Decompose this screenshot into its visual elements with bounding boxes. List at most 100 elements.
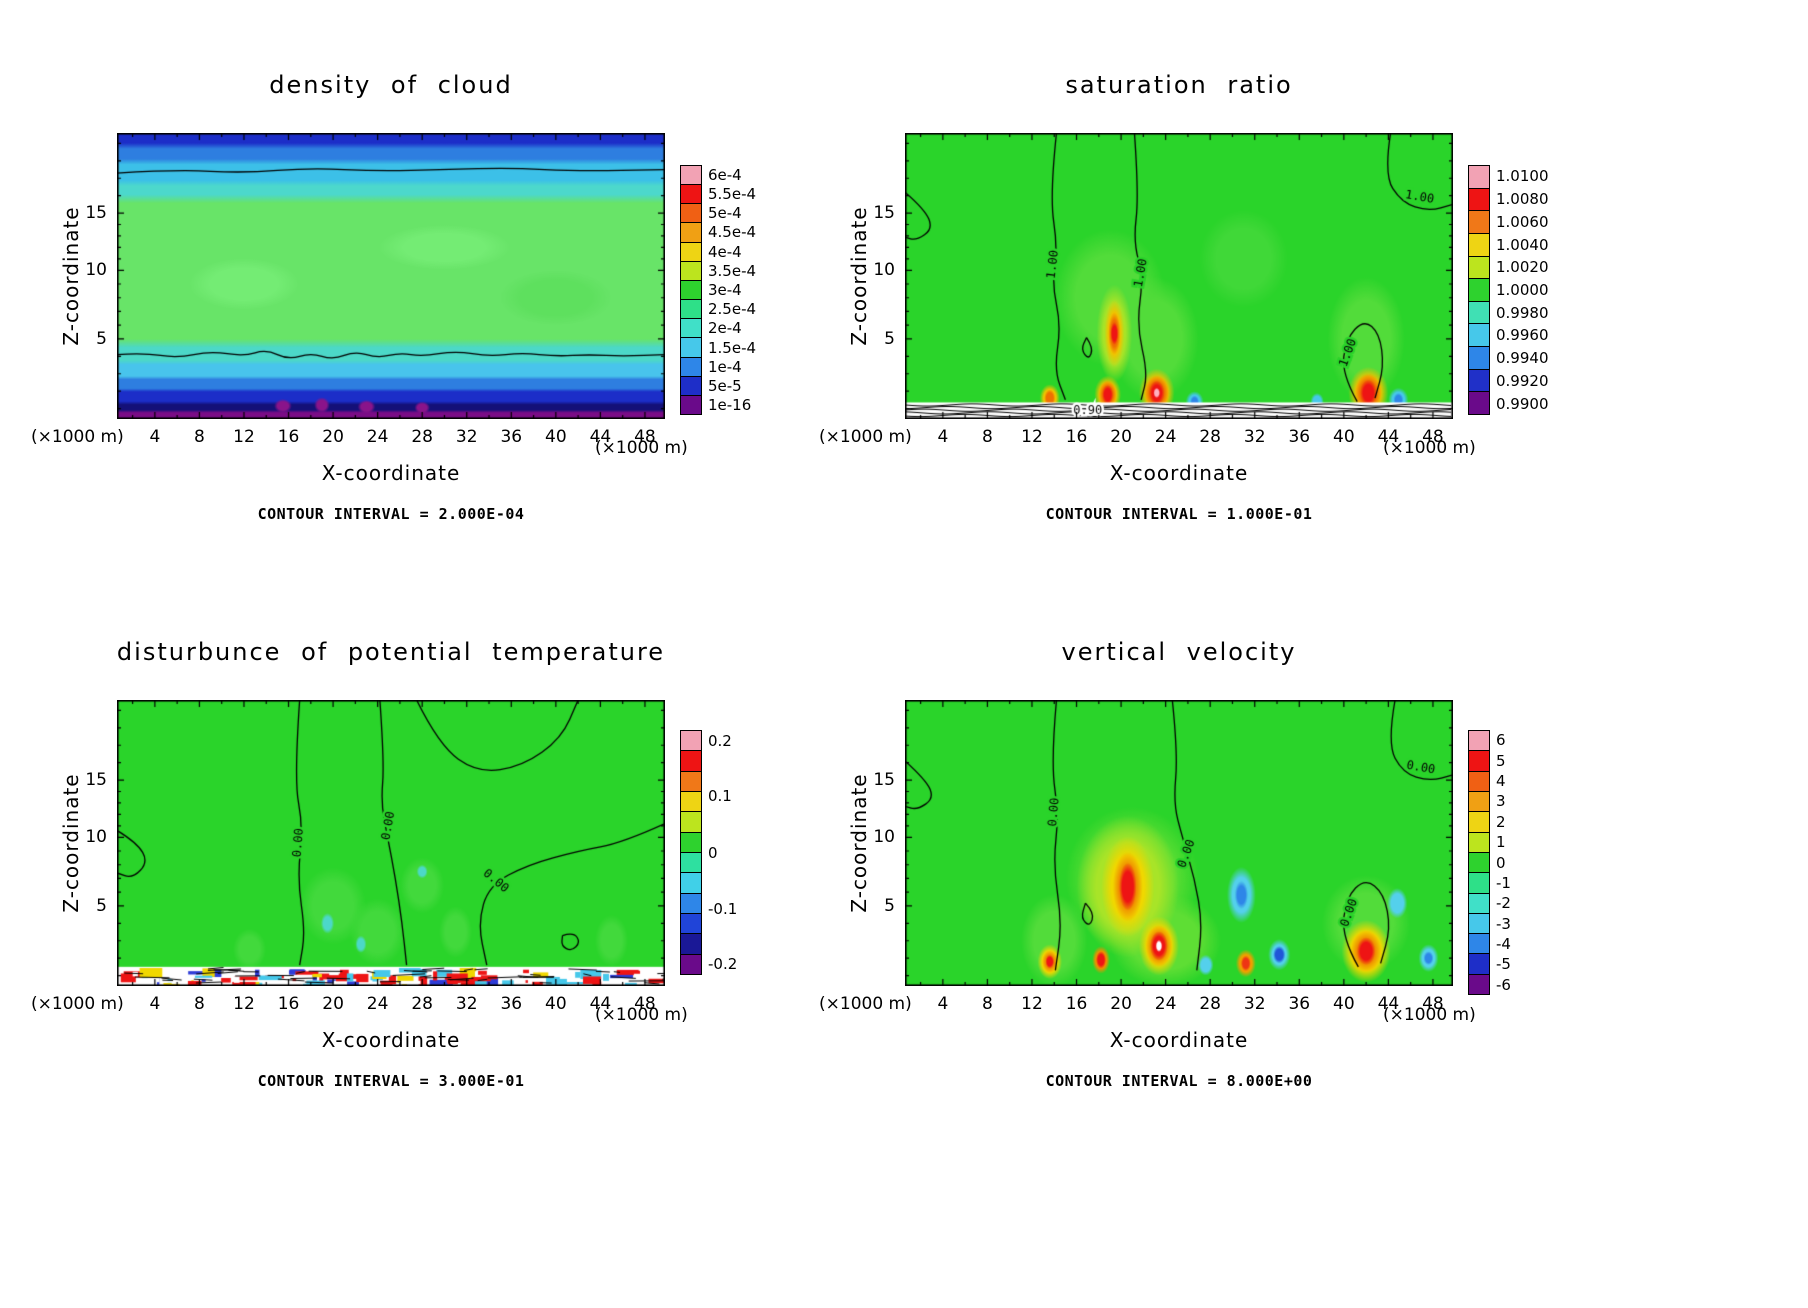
colorbar-block [1469, 791, 1489, 813]
x-axis-label: X-coordinate [1109, 461, 1249, 485]
x-tick-label: 28 [1199, 994, 1221, 1014]
colorbar-block [681, 934, 701, 955]
x-tick-label: 32 [455, 994, 478, 1014]
colorbar: 6 5 4 3 2 1 0 -1 -2 -3 -4 -5 -6 [1468, 730, 1511, 995]
plot-title: density of cloud [269, 71, 513, 99]
x-tick-label: 48 [1422, 427, 1444, 447]
colorbar: 6e-4 5.5e-4 5e-4 4.5e-4 4e-4 3.5e-4 3e-4 2.5e-4… [680, 165, 756, 415]
colorbar-block [1469, 301, 1489, 325]
y-axis-unit-label: (×1000 m) [31, 994, 124, 1014]
z-tick-label: 5 [884, 328, 895, 349]
colorbar-label: 0.9940 [1496, 349, 1549, 368]
x-tick-label: 24 [366, 427, 389, 447]
colorbar-label: 5 [1496, 751, 1506, 770]
z-tick-label: 15 [873, 203, 895, 224]
contour-interval-label: CONTOUR INTERVAL = 8.000E+00 [1045, 1072, 1313, 1090]
colorbar-block [1469, 873, 1489, 894]
colorbar-label: 1.5e-4 [708, 338, 757, 357]
colorbar-block [681, 300, 701, 320]
x-axis-unit-label: (×1000 m) [595, 438, 688, 458]
colorbar-block [1469, 852, 1489, 874]
colorbar-label: -5 [1496, 955, 1511, 974]
colorbar-label: -3 [1496, 914, 1511, 933]
colorbar-blocks [1468, 165, 1490, 415]
colorbar-block [1469, 369, 1489, 393]
plot-title: disturbunce of potential temperature [116, 638, 666, 666]
colorbar-block [1469, 974, 1489, 995]
colorbar-label: -0.1 [708, 899, 738, 918]
x-tick-label: 40 [545, 994, 567, 1014]
colorbar-block [1469, 751, 1489, 772]
colorbar-block [1469, 256, 1489, 280]
colorbar-block [681, 852, 701, 874]
contour-interval-label: CONTOUR INTERVAL = 3.000E-01 [257, 1072, 525, 1090]
z-tick-label: 10 [873, 827, 895, 848]
colorbar-block [1469, 166, 1489, 189]
colorbar-label: 3 [1496, 792, 1506, 811]
x-tick-label: 4 [937, 994, 949, 1014]
colorbar-label: 5e-5 [708, 377, 742, 396]
colorbar-block [681, 242, 701, 262]
colorbar-block [681, 913, 701, 935]
x-tick-label: 8 [982, 427, 993, 447]
colorbar-block [681, 832, 701, 853]
x-axis-label: X-coordinate [321, 461, 461, 485]
colorbar-block [1469, 731, 1489, 752]
colorbar-label: 4 [1496, 771, 1506, 790]
x-tick-label: 48 [634, 427, 656, 447]
x-tick-label: 24 [1154, 427, 1177, 447]
colorbar-block [1469, 812, 1489, 833]
x-tick-label: 48 [634, 994, 656, 1014]
colorbar-block [681, 376, 701, 396]
x-tick-label: 48 [1422, 994, 1444, 1014]
x-axis-label: X-coordinate [321, 1028, 461, 1052]
x-tick-label: 28 [1199, 427, 1221, 447]
y-axis-unit-label: (×1000 m) [819, 427, 912, 447]
panel-density-of-cloud: density of cloud Z-coordinate X-coordina… [31, 71, 756, 523]
colorbar-block [1469, 233, 1489, 257]
x-tick-label: 4 [149, 427, 161, 447]
colorbar-block [681, 771, 701, 792]
x-tick-label: 16 [277, 427, 300, 447]
colorbar-label: -4 [1496, 935, 1511, 954]
colorbar-label: 0.9920 [1496, 371, 1549, 390]
colorbar-label: 6e-4 [708, 165, 742, 184]
x-tick-label: 36 [500, 427, 523, 447]
x-tick-label: 28 [411, 427, 433, 447]
x-tick-label: 24 [1154, 994, 1177, 1014]
contour-interval-label: CONTOUR INTERVAL = 1.000E-01 [1045, 505, 1313, 523]
panel-saturation-ratio: saturation ratio Z-coordinate X-coordina… [819, 71, 1549, 523]
colorbar-label: 1e-16 [708, 396, 752, 415]
colorbar-label: 4e-4 [708, 242, 742, 261]
colorbar-blocks [1468, 730, 1490, 995]
colorbar-label: 2.5e-4 [708, 300, 757, 319]
colorbar-label: 0.9900 [1496, 394, 1549, 413]
plot-title: saturation ratio [1065, 71, 1293, 99]
x-tick-label: 12 [233, 427, 255, 447]
colorbar-block [681, 731, 701, 752]
colorbar-block [1469, 771, 1489, 792]
colorbar-block [681, 223, 701, 243]
x-tick-label: 44 [1377, 427, 1400, 447]
x-tick-label: 36 [1288, 427, 1311, 447]
x-tick-label: 24 [366, 994, 389, 1014]
colorbar-label: 5e-4 [708, 204, 742, 223]
x-tick-label: 16 [1065, 994, 1088, 1014]
colorbar-label: 5.5e-4 [708, 184, 757, 203]
x-tick-label: 16 [277, 994, 300, 1014]
x-axis-unit-label: (×1000 m) [1383, 438, 1476, 458]
x-tick-label: 32 [455, 427, 478, 447]
colorbar-block [681, 185, 701, 205]
x-tick-label: 8 [194, 994, 205, 1014]
x-tick-label: 32 [1243, 427, 1266, 447]
colorbar-label: 4.5e-4 [708, 223, 757, 242]
colorbar-block [681, 893, 701, 914]
x-tick-label: 8 [982, 994, 993, 1014]
colorbar-block [681, 812, 701, 833]
x-tick-label: 44 [1377, 994, 1400, 1014]
z-tick-label: 5 [96, 895, 107, 916]
colorbar-label: -6 [1496, 975, 1511, 994]
x-tick-label: 36 [500, 994, 523, 1014]
colorbar-block [681, 751, 701, 772]
